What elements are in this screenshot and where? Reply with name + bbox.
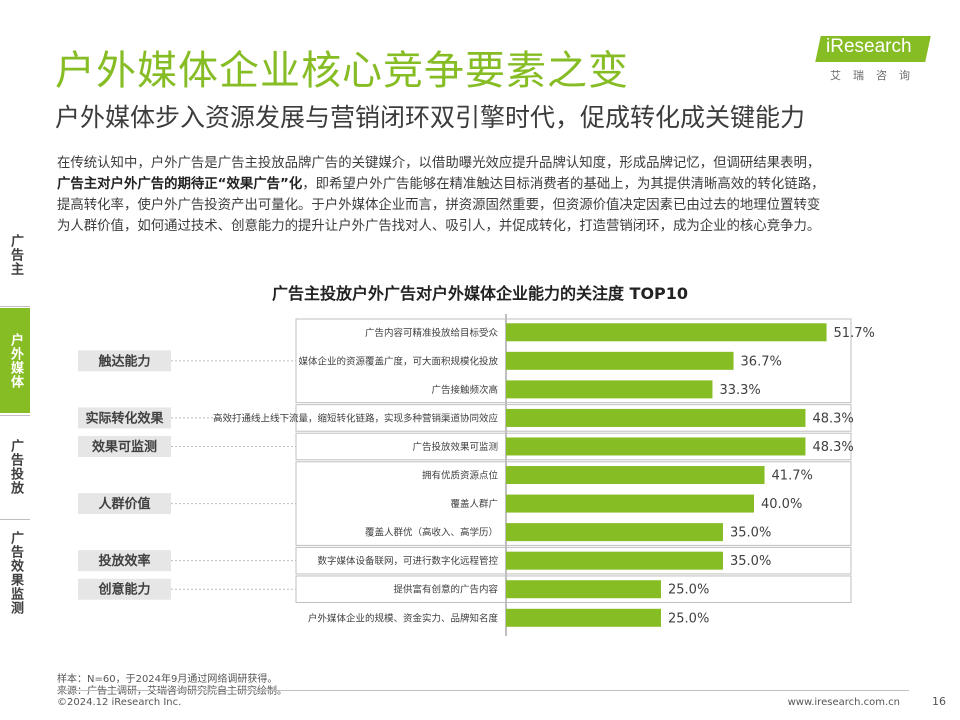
category-label: 高效打通线上线下流量，缩短转化链路，实现多种营销渠道协同效应 [213,412,499,424]
category-label: 广告接触频次高 [431,384,498,396]
footer-website[interactable]: www.iresearch.com.cn [787,697,900,708]
intro-line-1: 在传统认知中，户外广告是广告主投放品牌广告的关键媒介，以借助曝光效应提升品牌认知… [57,156,821,171]
sidebar-divider [0,519,30,520]
category-label: 广告内容可精准投放给目标受众 [365,327,499,339]
sidebar-item-label: 广告主 [8,234,23,276]
value-label: 35.0% [730,554,771,569]
sidebar-item-ad-placement[interactable]: 广告投放 [0,417,30,517]
sidebar-item-outdoor-media[interactable]: 户外媒体 [0,308,30,413]
bar [506,351,734,370]
intro-line-4: 为人群价值，如何通过技术、创意能力的提升让户外广告找对人、吸引人，并促成转化，打… [57,219,821,234]
category-label: 数字媒体设备联网，可进行数字化远程管控 [317,555,498,567]
footer-copyright: ©2024.12 iResearch Inc. [57,697,182,708]
footer-source-note: 来源：广告主调研，艾瑞咨询研究院自主研究绘制。 [57,686,287,697]
group-label: 实际转化效果 [85,410,163,426]
group-label: 触达能力 [97,353,150,369]
page-title: 户外媒体企业核心竞争要素之变 [55,48,629,94]
value-label: 33.3% [719,383,760,398]
group-label: 投放效率 [98,553,150,569]
iresearch-logo: iResearch 艾瑞咨询 [815,30,931,86]
value-label: 25.0% [668,611,709,626]
value-label: 51.7% [834,326,875,341]
logo-brand: iResearch [826,36,912,57]
bar [506,437,806,456]
value-label: 35.0% [730,526,771,541]
intro-line-2: ，即希望户外广告能够在精准触达目标消费者的基础上，为其提供清晰高效的转化链路， [302,177,825,192]
group-label: 创意能力 [97,582,150,598]
bar [506,408,806,427]
chart-title: 广告主投放户外广告对户外媒体企业能力的关注度 TOP10 [271,284,689,303]
page-number: 16 [932,695,946,708]
category-label: 媒体企业的资源覆盖广度，可大面积规模化投放 [298,355,498,367]
value-label: 25.0% [668,583,709,598]
value-label: 40.0% [761,497,802,512]
footer-sample-note: 样本：N=60，于2024年9月通过网络调研获得。 [57,674,278,685]
footer-divider [57,690,909,691]
group-label: 人群价值 [98,496,150,512]
group-label-box [78,578,171,600]
bar [506,466,765,485]
page-subtitle: 户外媒体步入资源发展与营销闭环双引擎时代，促成转化成关键能力 [55,103,806,132]
value-label: 41.7% [772,469,813,484]
bar [506,494,754,513]
intro-highlight: 广告主对户外广告的期待正“效果广告”化 [57,177,303,192]
logo-subtitle: 艾瑞咨询 [830,69,922,82]
group-label: 效果可监测 [92,439,157,455]
sidebar-item-label: 户外媒体 [8,332,23,389]
sidebar-item-label: 广告效果监测 [8,531,23,615]
category-label: 覆盖人群优（高收入、高学历） [365,527,498,539]
group-label-box [78,493,171,515]
sidebar-divider [0,415,30,416]
group-label-box [78,435,171,457]
category-label: 广告投放效果可监测 [412,441,498,453]
category-label: 拥有优质资源点位 [422,470,499,482]
group-label-box [78,550,171,572]
intro-paragraph: 在传统认知中，户外广告是广告主投放品牌广告的关键媒介，以借助曝光效应提升品牌认知… [57,153,927,237]
group-label-box [78,350,171,372]
bar [506,380,713,399]
sidebar-item-effect-monitoring[interactable]: 广告效果监测 [0,521,30,625]
sidebar-divider [0,306,30,307]
value-label: 48.3% [812,440,853,455]
bar [506,608,661,627]
bar [506,523,723,542]
group-label-box [78,407,171,429]
intro-line-3: 提高转化率，使户外广告投资产出可量化。于户外媒体企业而言，拼资源固然重要，但资源… [57,198,821,213]
sidebar-item-advertiser[interactable]: 广告主 [0,205,30,305]
bar [506,551,723,570]
bar [506,580,661,599]
category-label: 覆盖人群广 [450,498,498,510]
category-label: 提供富有创意的广告内容 [393,584,498,596]
bar [506,323,827,342]
category-label: 户外媒体企业的规模、资金实力、品牌知名度 [308,612,499,624]
value-label: 36.7% [741,354,782,369]
sidebar-item-label: 广告投放 [8,439,23,495]
value-label: 48.3% [812,411,853,426]
